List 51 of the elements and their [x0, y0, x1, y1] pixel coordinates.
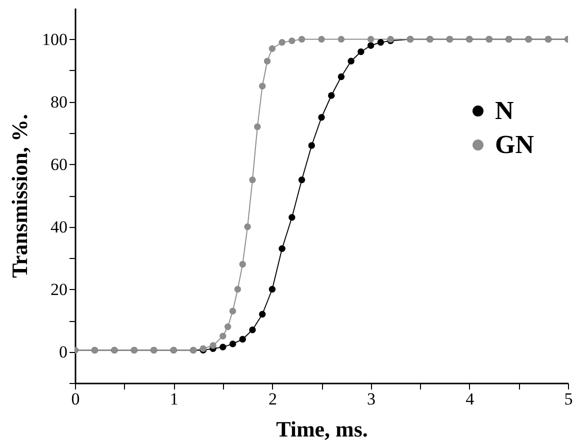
point — [239, 260, 246, 268]
point — [367, 36, 374, 43]
point — [278, 245, 286, 252]
point — [358, 48, 364, 56]
x-tick-label: 3 — [367, 390, 376, 408]
point — [234, 286, 242, 293]
point — [288, 37, 296, 44]
point — [229, 340, 236, 348]
point — [377, 39, 384, 46]
point — [318, 36, 325, 43]
x-tick-label: 0 — [71, 390, 80, 408]
y-tick-label: 100 — [42, 30, 68, 49]
point — [254, 123, 261, 130]
x-axis-title: Time, ms. — [276, 416, 368, 442]
point — [220, 344, 226, 350]
point — [220, 332, 226, 340]
point — [278, 39, 286, 46]
x-tick-label: 5 — [564, 390, 573, 408]
point — [239, 336, 246, 343]
point — [338, 73, 345, 80]
point — [249, 176, 256, 184]
point — [318, 114, 325, 121]
y-tick-label: 20 — [50, 280, 68, 299]
point — [249, 326, 256, 334]
point — [264, 58, 271, 64]
x-tick-label: 1 — [170, 390, 178, 408]
point — [268, 45, 276, 52]
point — [229, 308, 236, 314]
point — [338, 36, 345, 43]
legend-label: GN — [495, 130, 534, 159]
y-tick-label: 60 — [50, 154, 68, 174]
x-tick-label: 2 — [268, 390, 277, 408]
point — [298, 36, 306, 43]
point — [328, 92, 335, 99]
y-tick-label: 40 — [50, 217, 68, 236]
point — [268, 286, 276, 293]
point — [308, 142, 315, 149]
point — [210, 342, 216, 349]
x-tick-label: 4 — [466, 390, 475, 408]
point — [244, 223, 251, 230]
point — [224, 323, 232, 330]
point — [348, 58, 354, 64]
y-axis-title: Transmission, %. — [7, 114, 32, 278]
point — [288, 214, 296, 221]
legend-label: N — [495, 96, 514, 125]
point — [298, 176, 306, 184]
y-tick-label: 80 — [50, 92, 68, 112]
y-tick-label: 0 — [59, 342, 68, 362]
point — [367, 42, 374, 49]
point — [258, 310, 266, 318]
point — [258, 82, 266, 90]
